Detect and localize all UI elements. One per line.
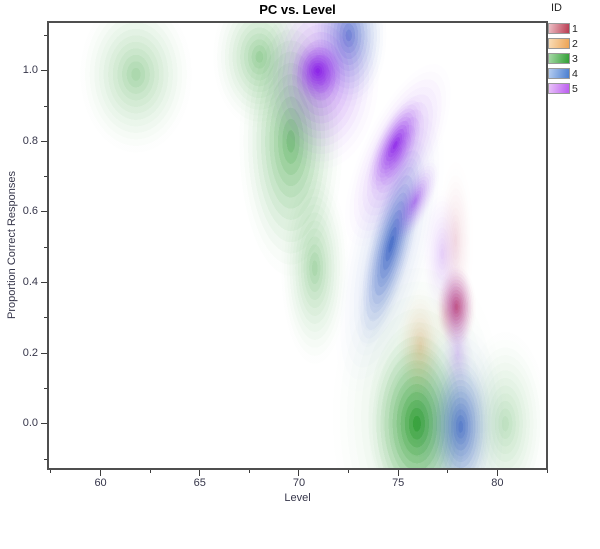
density-blob-id3 bbox=[332, 254, 504, 470]
y-tick-label: 0.4 bbox=[22, 276, 38, 289]
density-blob-id4 bbox=[430, 356, 491, 470]
legend-item-4[interactable]: 4 bbox=[548, 66, 598, 81]
x-major-tick bbox=[199, 470, 201, 476]
y-major-tick bbox=[41, 423, 47, 425]
legend-item-label: 3 bbox=[572, 52, 578, 65]
x-axis-label: Level bbox=[284, 492, 311, 504]
density-blob-id3 bbox=[239, 21, 343, 276]
density-blob-id3 bbox=[80, 21, 192, 152]
density-blob-id4 bbox=[344, 135, 439, 352]
x-minor-tick bbox=[248, 470, 250, 473]
x-minor-tick bbox=[447, 470, 449, 473]
density-blob-id2 bbox=[431, 279, 460, 350]
y-minor-tick bbox=[44, 176, 47, 178]
density-blob-id2 bbox=[397, 289, 443, 403]
legend-item-label: 2 bbox=[572, 37, 578, 50]
legend-items: 1 2 3 4 5 bbox=[548, 21, 598, 96]
legend-title: ID bbox=[551, 2, 562, 14]
x-minor-tick bbox=[50, 470, 52, 473]
y-minor-tick bbox=[44, 105, 47, 107]
y-tick-label: 0.8 bbox=[22, 134, 38, 147]
density-blob-id1 bbox=[436, 266, 477, 348]
x-tick-label: 60 bbox=[94, 477, 107, 489]
legend-swatch-icon bbox=[548, 38, 570, 49]
density-blob-id3 bbox=[368, 328, 466, 470]
y-tick-label: 0.2 bbox=[22, 346, 38, 359]
density-blob-id5 bbox=[324, 50, 473, 261]
x-tick-label: 70 bbox=[292, 477, 306, 489]
y-minor-tick bbox=[44, 34, 47, 36]
y-major-tick bbox=[41, 140, 47, 142]
x-major-tick bbox=[397, 470, 399, 476]
y-major-tick bbox=[41, 211, 47, 213]
density-blob-id5 bbox=[263, 21, 379, 170]
legend-item-label: 1 bbox=[572, 22, 578, 35]
y-major-tick bbox=[41, 282, 47, 284]
legend-swatch-icon bbox=[548, 83, 570, 94]
legend-item-label: 4 bbox=[572, 67, 578, 80]
x-major-tick bbox=[298, 470, 300, 476]
density-blob-id5 bbox=[381, 153, 449, 250]
y-tick-label: 0.6 bbox=[22, 205, 38, 218]
legend: ID 1 2 3 4 5 bbox=[548, 2, 598, 96]
x-tick-label: 80 bbox=[491, 477, 504, 489]
density-blob-id3 bbox=[213, 21, 305, 128]
legend-item-5[interactable]: 5 bbox=[548, 81, 598, 96]
legend-swatch-icon bbox=[548, 68, 570, 79]
density-blob-id5 bbox=[291, 39, 345, 103]
y-tick-label: 1.0 bbox=[22, 64, 38, 77]
y-minor-tick bbox=[44, 246, 47, 248]
legend-swatch-icon bbox=[548, 23, 570, 34]
legend-item-3[interactable]: 3 bbox=[548, 51, 598, 66]
y-tick-label: 0.0 bbox=[22, 417, 38, 430]
x-tick-label: 65 bbox=[193, 477, 206, 489]
y-minor-tick bbox=[44, 458, 47, 460]
y-major-tick bbox=[41, 70, 47, 72]
x-major-tick bbox=[100, 470, 102, 476]
density-blob-id1 bbox=[437, 162, 474, 318]
density-blob-id4 bbox=[310, 21, 387, 107]
x-minor-tick bbox=[149, 470, 151, 473]
density-blob-id5 bbox=[441, 310, 474, 396]
y-minor-tick bbox=[44, 387, 47, 389]
x-tick-label: 75 bbox=[392, 477, 405, 489]
legend-swatch-icon bbox=[548, 53, 570, 64]
density-blob-id3 bbox=[281, 173, 349, 364]
x-minor-tick bbox=[546, 470, 548, 473]
y-minor-tick bbox=[44, 317, 47, 319]
x-minor-tick bbox=[348, 470, 350, 473]
x-major-tick bbox=[496, 470, 498, 476]
plot-canvas[interactable] bbox=[47, 21, 548, 470]
density-blob-id5 bbox=[436, 264, 475, 350]
legend-item-1[interactable]: 1 bbox=[548, 21, 598, 36]
y-axis-label: Proportion Correct Responses bbox=[6, 171, 18, 319]
density-blob-id5 bbox=[422, 190, 462, 318]
legend-item-label: 5 bbox=[572, 82, 578, 95]
density-blob-id4 bbox=[412, 317, 508, 470]
density-blob-id3 bbox=[463, 331, 547, 470]
density-blob-id5 bbox=[355, 88, 435, 201]
legend-item-2[interactable]: 2 bbox=[548, 36, 598, 51]
density-blob-id4 bbox=[313, 93, 467, 402]
y-major-tick bbox=[41, 352, 47, 354]
chart-title: PC vs. Level bbox=[259, 2, 336, 17]
